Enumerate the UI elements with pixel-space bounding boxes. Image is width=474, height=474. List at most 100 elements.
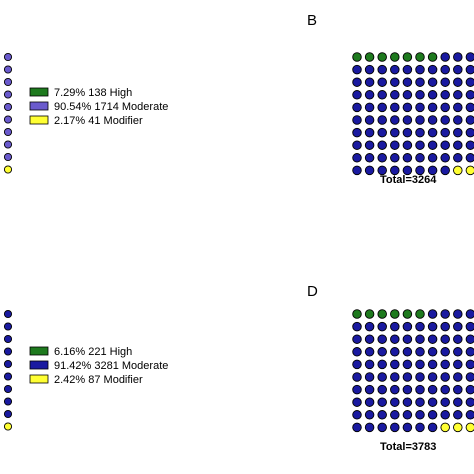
waffle-b-dot — [453, 127, 463, 138]
waffle-d-dot — [364, 410, 375, 420]
panel-label-b: B — [307, 12, 317, 29]
waffle-b-dot — [390, 77, 400, 87]
legend-c-item-label: 6.16% 221 High — [54, 346, 132, 358]
waffle-b-dot — [352, 64, 362, 75]
legend-a-item-swatch — [29, 101, 49, 111]
waffle-b-dot — [440, 77, 450, 87]
waffle-d-dot — [352, 384, 362, 395]
legend-a-item-label: 7.29% 138 High — [54, 87, 132, 99]
waffle-d-dot — [390, 410, 400, 420]
waffle-d-dot — [352, 359, 362, 370]
waffle-b-dot — [465, 140, 474, 150]
waffle-d-dot — [453, 347, 463, 357]
waffle-b-dot — [465, 52, 474, 62]
waffle-b-dot — [390, 64, 400, 75]
waffle-b-dot — [352, 127, 362, 138]
waffle-d-dot — [427, 397, 438, 407]
waffle-d-dot — [352, 372, 362, 382]
waffle-b-dot — [453, 90, 463, 100]
waffle-b-dot — [427, 77, 438, 87]
waffle-b-dot — [390, 153, 400, 163]
waffle-b-dot — [364, 115, 375, 125]
waffle-b-dot — [427, 165, 438, 176]
waffle-b-dot — [415, 140, 425, 150]
waffle-d-dot — [465, 347, 474, 357]
waffle-d-dot — [352, 422, 362, 433]
waffle-d-dot — [364, 397, 375, 407]
waffle-d-dot — [415, 359, 425, 370]
waffle-d-dot — [402, 384, 413, 395]
waffle-d-dot — [415, 334, 425, 344]
waffle-d-dot — [427, 321, 438, 332]
waffle-d-dot — [453, 334, 463, 344]
waffle-d-dot — [453, 321, 463, 332]
waffle-d-dot — [352, 410, 362, 420]
waffle-d-dot — [364, 372, 375, 382]
waffle-b-dot — [402, 153, 413, 163]
waffle-d-dot — [440, 422, 450, 433]
waffle-b-dot — [415, 77, 425, 87]
waffle-d-dot — [402, 334, 413, 344]
legend-c-item-label: 91.42% 3281 Moderate — [54, 360, 168, 372]
waffle-b-dot — [440, 52, 450, 62]
waffle-d-dot — [427, 309, 438, 319]
waffle-b-dot — [465, 77, 474, 87]
waffle-d-dot — [377, 334, 387, 344]
waffle-b-dot — [377, 115, 387, 125]
waffle-b-dot — [377, 64, 387, 75]
waffle-d-dot — [427, 334, 438, 344]
waffle-b-dot — [427, 52, 438, 62]
waffle-d-dot — [402, 410, 413, 420]
waffle-d-dot — [427, 410, 438, 420]
waffle-b-dot — [465, 165, 474, 176]
waffle-d-dot — [390, 384, 400, 395]
waffle-d-dot — [402, 359, 413, 370]
panel-c-column-dot — [3, 309, 13, 319]
waffle-d-dot — [402, 347, 413, 357]
waffle-d-dot — [364, 321, 375, 332]
waffle-d-dot — [390, 372, 400, 382]
waffle-b-dot — [453, 52, 463, 62]
total-label-b: Total=3264 — [380, 174, 437, 186]
waffle-d-dot — [440, 309, 450, 319]
panel-a-column-dot — [3, 115, 13, 124]
waffle-d-dot — [352, 321, 362, 332]
panel-a-column-dot — [3, 152, 13, 162]
panel-a-column-dot — [3, 52, 13, 62]
waffle-b-dot — [364, 165, 375, 176]
waffle-b-dot — [352, 165, 362, 176]
waffle-b-dot — [402, 127, 413, 138]
waffle-b-dot — [402, 102, 413, 113]
waffle-d-dot — [453, 422, 463, 433]
waffle-d-dot — [453, 359, 463, 370]
waffle-b-dot — [390, 102, 400, 113]
legend-panel-a: 7.29% 138 High 90.54% 1714 Moderate 2.17% … — [29, 87, 168, 127]
waffle-b-dot — [352, 90, 362, 100]
waffle-d-dot — [364, 309, 375, 319]
waffle-b-dot — [390, 52, 400, 62]
waffle-b-dot — [390, 165, 400, 176]
legend-a-item-label: 2.17% 41 Modifier — [54, 115, 143, 127]
waffle-d-dot — [440, 410, 450, 420]
panel-c-column-dot — [3, 347, 13, 356]
waffle-b-dot — [390, 127, 400, 138]
panel-a-visible-dot-column — [3, 52, 13, 174]
waffle-d-dot — [427, 384, 438, 395]
waffle-b-dot — [390, 90, 400, 100]
waffle-d-dot — [377, 309, 387, 319]
waffle-d-dot — [402, 422, 413, 433]
waffle-b-dot — [364, 153, 375, 163]
waffle-b-dot — [453, 153, 463, 163]
panel-c-column-dot — [3, 397, 13, 406]
total-label-d: Total=3783 — [380, 441, 436, 453]
waffle-d-dot — [453, 309, 463, 319]
waffle-d-dot — [415, 397, 425, 407]
legend-panel-c: 6.16% 221 High 91.42% 3281 Moderate 2.42% … — [29, 346, 168, 386]
waffle-b-dot — [352, 52, 362, 62]
waffle-d-dot — [465, 309, 474, 319]
waffle-d-dot — [352, 334, 362, 344]
waffle-b-dot — [377, 102, 387, 113]
waffle-b-dot — [465, 127, 474, 138]
waffle-grid-b — [352, 52, 474, 176]
